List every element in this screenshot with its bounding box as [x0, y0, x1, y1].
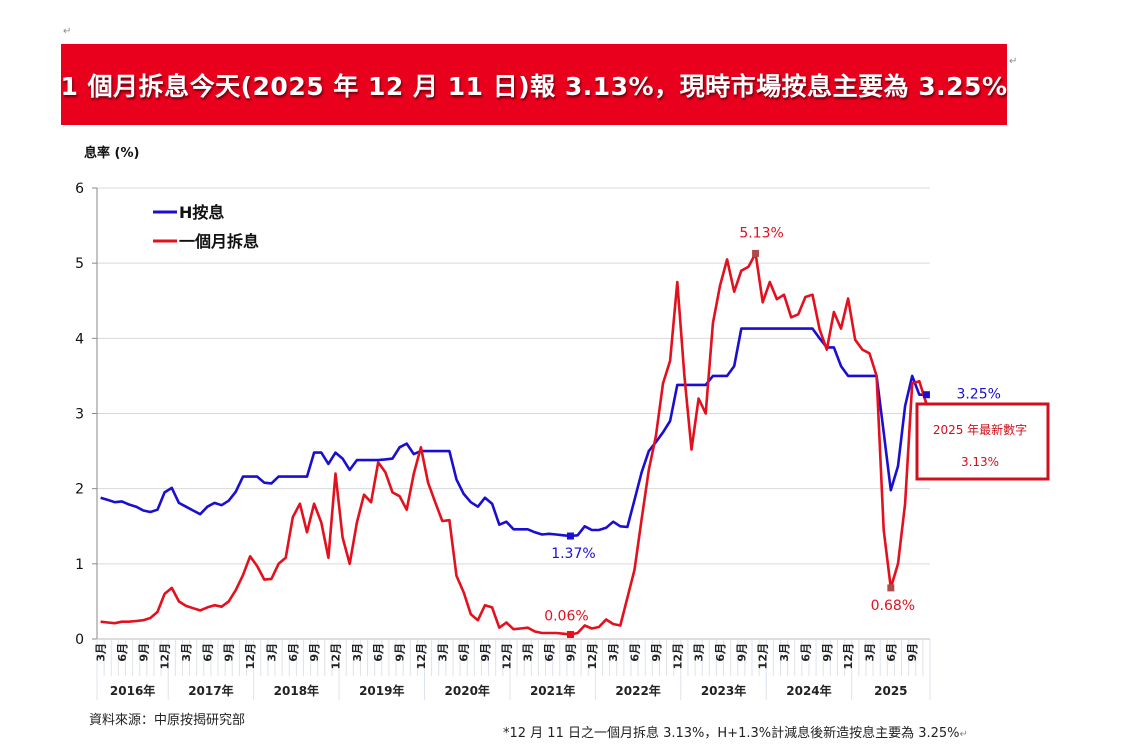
y-tick-label: 1 [75, 557, 84, 573]
data-point-marker [887, 584, 895, 592]
x-tick-label: 6月 [201, 643, 214, 662]
paragraph-mark: ↵ [959, 729, 968, 740]
x-year-label: 2019年 [359, 683, 404, 698]
x-tick-label: 9月 [564, 643, 577, 662]
x-tick-label: 9月 [735, 643, 748, 662]
x-year-label: 2018年 [274, 683, 319, 698]
headline-banner: 1 個月拆息今天(2025 年 12 月 11 日)報 3.13%，現時市場按息… [61, 44, 1007, 125]
data-point-marker [566, 532, 574, 540]
callout-title: 2025 年最新數字 [933, 422, 1027, 437]
y-tick-label: 0 [75, 632, 84, 648]
x-tick-label: 6月 [458, 643, 471, 662]
x-tick-label: 12月 [415, 643, 428, 669]
footnote: *12 月 11 日之一個月拆息 3.13%，H+1.3%計減息後新造按息主要為… [503, 722, 968, 741]
x-year-label: 2025 [874, 684, 907, 698]
series-line-one-month-hibor [100, 252, 928, 636]
x-tick-label: 3月 [778, 643, 791, 662]
latest-figure-callout-box [915, 402, 1050, 481]
data-point-marker [922, 391, 930, 399]
x-tick-label: 12月 [500, 643, 513, 669]
x-tick-label: 9月 [223, 643, 236, 662]
x-tick-label: 9月 [906, 643, 919, 662]
x-tick-label: 6月 [287, 643, 300, 662]
paragraph-mark: ↵ [63, 26, 72, 37]
x-tick-label: 3月 [351, 643, 364, 662]
x-tick-label: 6月 [372, 643, 385, 662]
x-tick-label: 3月 [95, 643, 108, 662]
x-tick-label: 6月 [543, 643, 556, 662]
x-tick-label: 12月 [159, 643, 172, 669]
x-year-label: 2023年 [701, 683, 746, 698]
x-tick-label: 3月 [522, 643, 535, 662]
x-tick-label: 3月 [180, 643, 193, 662]
x-year-label: 2021年 [530, 683, 575, 698]
x-tick-label: 9月 [479, 643, 492, 662]
data-point-marker [566, 630, 574, 638]
callout-value: 3.13% [961, 455, 999, 469]
x-year-label: 2024年 [786, 683, 831, 698]
x-tick-label: 6月 [799, 643, 812, 662]
x-tick-label: 12月 [586, 643, 599, 669]
x-tick-label: 9月 [308, 643, 321, 662]
series-line-h-rate [100, 327, 927, 538]
data-label: 1.37% [551, 546, 595, 562]
x-tick-label: 6月 [885, 643, 898, 662]
x-tick-label: 6月 [629, 643, 642, 662]
y-tick-label: 2 [75, 482, 84, 498]
x-tick-label: 12月 [842, 643, 855, 669]
y-tick-label: 5 [75, 256, 84, 272]
x-tick-label: 3月 [693, 643, 706, 662]
x-year-label: 2020年 [445, 683, 490, 698]
x-tick-label: 3月 [265, 643, 278, 662]
x-tick-label: 12月 [671, 643, 684, 669]
x-year-label: 2017年 [188, 683, 233, 698]
paragraph-mark: ↵ [1009, 56, 1018, 67]
x-tick-label: 9月 [137, 643, 150, 662]
legend-label: H按息 [179, 203, 224, 222]
x-tick-label: 9月 [821, 643, 834, 662]
y-tick-label: 4 [75, 331, 84, 347]
x-tick-label: 3月 [436, 643, 449, 662]
x-tick-label: 12月 [244, 643, 257, 669]
x-tick-label: 6月 [714, 643, 727, 662]
x-tick-label: 12月 [330, 643, 343, 669]
x-tick-label: 3月 [863, 643, 876, 662]
data-label: 5.13% [739, 225, 783, 241]
x-tick-label: 6月 [116, 643, 129, 662]
headline-text: 1 個月拆息今天(2025 年 12 月 11 日)報 3.13%，現時市場按息… [60, 71, 1008, 101]
data-point-marker [752, 249, 760, 257]
x-tick-label: 12月 [757, 643, 770, 669]
x-year-label: 2022年 [615, 683, 660, 698]
y-axis-label: 息率 (%) [84, 145, 139, 161]
y-tick-label: 3 [75, 407, 84, 423]
x-tick-label: 3月 [607, 643, 620, 662]
legend-label: 一個月拆息 [179, 232, 259, 251]
data-source: 資料來源：中原按揭研究部 [89, 713, 246, 728]
y-tick-label: 6 [75, 181, 84, 197]
x-tick-label: 9月 [650, 643, 663, 662]
data-label: 0.68% [871, 598, 915, 614]
x-year-label: 2016年 [110, 683, 155, 698]
data-label: 0.06% [544, 608, 588, 624]
x-tick-label: 9月 [394, 643, 407, 662]
footnote-text: *12 月 11 日之一個月拆息 3.13%，H+1.3%計減息後新造按息主要為… [503, 726, 960, 741]
data-label: 3.25% [956, 387, 1000, 403]
